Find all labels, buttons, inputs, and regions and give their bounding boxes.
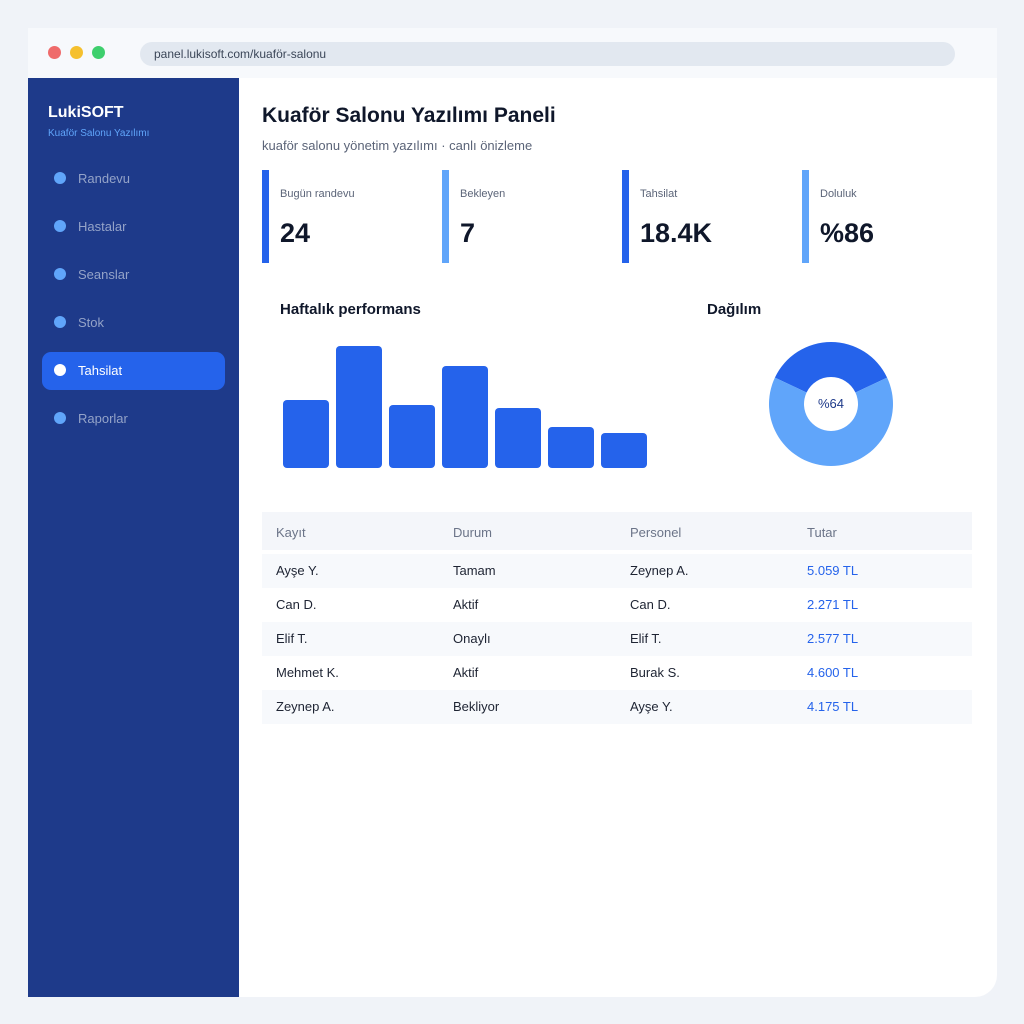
- status-cell: Tamam: [453, 563, 496, 578]
- distribution-donut-chart: %64: [767, 340, 895, 468]
- status-cell: Aktif: [453, 665, 479, 680]
- record-cell: Zeynep A.: [276, 699, 335, 714]
- amount-cell: 4.600 TL: [807, 665, 859, 680]
- table-row[interactable]: Zeynep A. Bekliyor Ayşe Y. 4.175 TL: [262, 690, 972, 724]
- page-title: Kuaför Salonu Yazılımı Paneli: [262, 104, 556, 127]
- sidebar-item-hastalar[interactable]: Hastalar: [42, 208, 225, 246]
- sidebar-item-label: Randevu: [78, 171, 131, 186]
- amount-cell: 2.271 TL: [807, 597, 859, 612]
- nav-dot-icon: [54, 268, 66, 280]
- staff-cell: Elif T.: [630, 631, 662, 646]
- maximize-window-icon[interactable]: [92, 46, 105, 59]
- stat-label: Doluluk: [820, 188, 857, 200]
- minimize-window-icon[interactable]: [70, 46, 83, 59]
- sidebar-item-randevu[interactable]: Randevu: [42, 160, 225, 198]
- stat-card-appointments: Bugün randevu 24: [262, 170, 422, 263]
- sidebar-item-label: Seanslar: [78, 267, 130, 282]
- chart-bar: [389, 405, 435, 468]
- close-window-icon[interactable]: [48, 46, 61, 59]
- status-cell: Aktif: [453, 597, 479, 612]
- stat-label: Bekleyen: [460, 188, 506, 200]
- donut-slice: [769, 377, 893, 466]
- amount-cell: 2.577 TL: [807, 631, 859, 646]
- record-cell: Ayşe Y.: [276, 563, 319, 578]
- weekly-performance-chart: [283, 340, 653, 470]
- chart-bar: [548, 427, 594, 468]
- donut-svg: [769, 342, 893, 466]
- main-content: Kuaför Salonu Yazılımı Paneli kuaför sal…: [239, 78, 997, 997]
- stat-accent-bar: [442, 170, 449, 263]
- stat-value: %86: [820, 218, 875, 248]
- stat-card-pending: Bekleyen 7: [442, 170, 602, 263]
- staff-cell: Burak S.: [630, 665, 680, 680]
- browser-window: panel.lukisoft.com/kuaför-salonu LukiSOF…: [28, 28, 997, 997]
- column-header[interactable]: Personel: [630, 525, 682, 540]
- nav-dot-icon: [54, 364, 66, 376]
- table-row[interactable]: Elif T. Onaylı Elif T. 2.577 TL: [262, 622, 972, 656]
- sidebar-item-stok[interactable]: Stok: [42, 304, 225, 342]
- table-row[interactable]: Mehmet K. Aktif Burak S. 4.600 TL: [262, 656, 972, 690]
- sidebar-item-label: Stok: [78, 315, 105, 330]
- performance-title: Haftalık performans: [280, 301, 421, 318]
- sidebar: LukiSOFT Kuaför Salonu Yazılımı Randevu …: [28, 78, 239, 997]
- stat-accent-bar: [802, 170, 809, 263]
- table-row[interactable]: Can D. Aktif Can D. 2.271 TL: [262, 588, 972, 622]
- sidebar-item-label: Hastalar: [78, 219, 127, 234]
- sidebar-item-label: Tahsilat: [78, 363, 123, 378]
- stat-label: Tahsilat: [640, 188, 678, 200]
- donut-slice: [774, 342, 888, 393]
- staff-cell: Can D.: [630, 597, 671, 612]
- staff-cell: Zeynep A.: [630, 563, 689, 578]
- chart-bar: [336, 346, 382, 468]
- sidebar-item-seanslar[interactable]: Seanslar: [42, 256, 225, 294]
- stat-value: 24: [280, 218, 311, 248]
- nav-dot-icon: [54, 220, 66, 232]
- staff-cell: Ayşe Y.: [630, 699, 673, 714]
- stat-accent-bar: [262, 170, 269, 263]
- record-cell: Elif T.: [276, 631, 308, 646]
- column-header[interactable]: Kayıt: [276, 525, 306, 540]
- column-header[interactable]: Durum: [453, 525, 493, 540]
- page-subtitle: kuaför salonu yönetim yazılımı · canlı ö…: [262, 138, 533, 153]
- amount-cell: 5.059 TL: [807, 563, 859, 578]
- brand-name: LukiSOFT: [48, 104, 124, 121]
- chart-bar: [442, 366, 488, 468]
- stat-card-occupancy: Doluluk %86: [802, 170, 962, 263]
- sidebar-item-tahsilat[interactable]: Tahsilat: [42, 352, 225, 390]
- sidebar-item-label: Raporlar: [78, 411, 128, 426]
- stat-value: 18.4K: [640, 218, 713, 248]
- status-cell: Onaylı: [453, 631, 491, 646]
- status-cell: Bekliyor: [453, 699, 500, 714]
- chart-bar: [601, 433, 647, 468]
- nav-dot-icon: [54, 316, 66, 328]
- stat-value: 7: [460, 218, 476, 248]
- title-bar: panel.lukisoft.com/kuaför-salonu: [28, 28, 997, 78]
- chart-bar: [283, 400, 329, 468]
- brand-subtitle: Kuaför Salonu Yazılımı: [48, 128, 150, 139]
- nav-dot-icon: [54, 412, 66, 424]
- donut-center-label: %64: [817, 396, 845, 411]
- sidebar-item-raporlar[interactable]: Raporlar: [42, 400, 225, 438]
- table-row[interactable]: Ayşe Y. Tamam Zeynep A. 5.059 TL: [262, 554, 972, 588]
- address-bar[interactable]: panel.lukisoft.com/kuaför-salonu: [140, 42, 955, 66]
- records-table: Kayıt Durum Personel Tutar Ayşe Y. Tamam…: [262, 512, 972, 724]
- column-header[interactable]: Tutar: [807, 525, 837, 540]
- stat-label: Bugün randevu: [280, 188, 355, 200]
- stat-card-collection: Tahsilat 18.4K: [622, 170, 782, 263]
- record-cell: Can D.: [276, 597, 317, 612]
- amount-cell: 4.175 TL: [807, 699, 859, 714]
- distribution-title: Dağılım: [707, 301, 762, 318]
- nav-dot-icon: [54, 172, 66, 184]
- chart-bar: [495, 408, 541, 468]
- stat-accent-bar: [622, 170, 629, 263]
- record-cell: Mehmet K.: [276, 665, 339, 680]
- table-header-row: Kayıt Durum Personel Tutar: [262, 512, 972, 550]
